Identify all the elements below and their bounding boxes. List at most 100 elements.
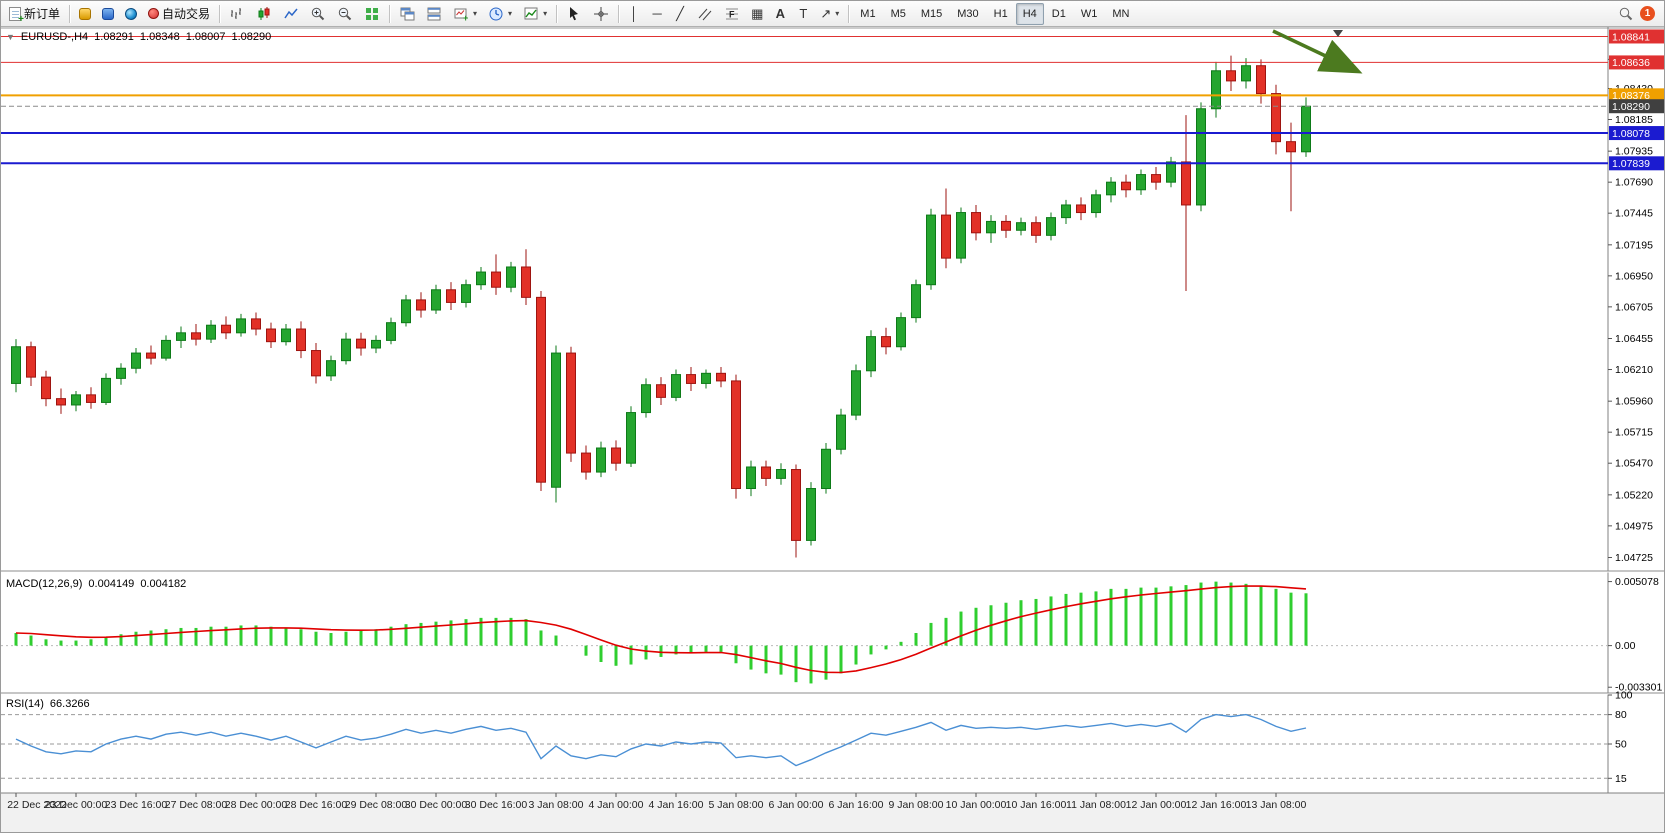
chart-canvas[interactable]: 1.086601.084301.081851.079351.076901.074…: [1, 27, 1665, 833]
chart-collapse-icon[interactable]: ▼: [6, 32, 15, 42]
autotrading-icon: [148, 8, 160, 19]
candle-body: [926, 214, 936, 286]
candle-body: [356, 338, 366, 349]
profiles-button[interactable]: ▾: [483, 3, 517, 25]
macd-signal-line: [15, 585, 1307, 674]
candle-body: [281, 328, 291, 343]
bar-chart-mode-button[interactable]: [224, 3, 250, 25]
candle-body: [761, 466, 771, 479]
timeframe-d1-button[interactable]: D1: [1051, 7, 1066, 20]
horizontal-line-tool-button[interactable]: ─: [646, 3, 668, 25]
price-badge-label: 1.08290: [1612, 101, 1650, 113]
candle-body: [506, 266, 516, 288]
price-axis-label: 1.06455: [1615, 333, 1653, 345]
vertical-line-tool-button[interactable]: │: [623, 3, 645, 25]
candle-body: [566, 352, 576, 454]
trend-arrow[interactable]: [1272, 29, 1363, 74]
tile-windows-button[interactable]: [359, 3, 385, 25]
price-axis-area[interactable]: [1608, 27, 1665, 793]
candle-body: [716, 372, 726, 382]
new-chart-button[interactable]: + ▾: [448, 3, 482, 25]
time-axis-label: 12 Jan 00:00: [1126, 799, 1187, 811]
candlestick-mode-button[interactable]: [251, 3, 277, 25]
web-terminal-button[interactable]: [120, 3, 142, 25]
metaeditor-button[interactable]: [74, 3, 96, 25]
time-axis-label: 29 Dec 08:00: [345, 799, 408, 811]
zoom-out-button[interactable]: [332, 3, 358, 25]
macd-signal-value: 0.004182: [140, 578, 187, 590]
price-badge-label: 1.08636: [1612, 57, 1650, 69]
fibonacci-icon: F: [726, 8, 739, 19]
price-badge: [1609, 156, 1664, 171]
time-axis-label: 30 Dec 16:00: [465, 799, 528, 811]
market-watch-button[interactable]: [97, 3, 119, 25]
notification-badge[interactable]: 1: [1640, 6, 1655, 21]
timeframe-w1-button[interactable]: W1: [1080, 7, 1098, 20]
crosshair-icon: [594, 6, 609, 21]
price-axis-label: 1.07195: [1615, 239, 1653, 251]
rsi-value: 66.3266: [49, 698, 90, 710]
rsi-line: [15, 713, 1307, 767]
cursor-tool-button[interactable]: [561, 3, 587, 25]
candle-body: [1121, 181, 1131, 191]
timeframe-h1-button[interactable]: H1: [993, 7, 1008, 20]
timeframe-m1-button[interactable]: M1: [860, 7, 876, 20]
timeframe-m30-button[interactable]: M30: [957, 7, 979, 20]
trendline-tool-button[interactable]: ╱: [669, 3, 691, 25]
candle-body: [431, 289, 441, 311]
candle-body: [881, 336, 891, 348]
price-badge-label: 1.08376: [1612, 90, 1650, 102]
timeframe-m15-button[interactable]: M15: [920, 7, 943, 20]
price-axis-label: 1.05470: [1615, 458, 1653, 470]
text-tool-button[interactable]: A: [769, 3, 791, 25]
time-axis-label: 30 Dec 00:00: [405, 799, 468, 811]
candle-body: [1061, 204, 1071, 219]
candle-body: [386, 322, 396, 341]
candle-body: [641, 384, 651, 414]
text-tool-icon: A: [775, 6, 786, 21]
tile-horizontal-icon: [427, 7, 441, 20]
new-order-button[interactable]: 新订单: [4, 3, 65, 25]
arrows-tool-button[interactable]: ↗ ▾: [815, 3, 844, 25]
candle-body: [1016, 222, 1026, 231]
candle-body: [1256, 65, 1266, 95]
time-axis-label: 3 Jan 08:00: [529, 799, 584, 811]
cascade-windows-button[interactable]: [394, 3, 420, 25]
price-axis-label: 1.06950: [1615, 270, 1653, 282]
candle-body: [236, 318, 246, 334]
timeframe-mn-button[interactable]: MN: [1112, 7, 1130, 20]
candle-body: [1271, 93, 1281, 143]
zoom-in-button[interactable]: [305, 3, 331, 25]
toolbar-separator: [556, 4, 558, 23]
timeframe-h4-button[interactable]: H4: [1015, 2, 1044, 25]
toolbar-separator: [618, 4, 620, 23]
price-axis-label: 1.04975: [1615, 520, 1653, 532]
candle-body: [26, 346, 36, 378]
label-tool-button[interactable]: T: [792, 3, 814, 25]
line-chart-icon: [284, 8, 298, 18]
shapes-tool-button[interactable]: ▦: [746, 3, 768, 25]
price-badge: [1609, 29, 1664, 44]
cascade-windows-icon: [400, 7, 415, 20]
search-icon: [1619, 7, 1633, 20]
candle-body: [251, 318, 261, 330]
search-button[interactable]: [1613, 3, 1639, 25]
candle-body: [1286, 141, 1296, 153]
autotrading-label: 自动交易: [162, 7, 211, 21]
crosshair-tool-button[interactable]: [588, 3, 614, 25]
indicators-button[interactable]: ▾: [518, 3, 552, 25]
line-chart-mode-button[interactable]: [278, 3, 304, 25]
tile-horizontal-button[interactable]: [421, 3, 447, 25]
timeframe-m5-button[interactable]: M5: [890, 7, 906, 20]
fibonacci-tool-button[interactable]: F: [719, 3, 745, 25]
cursor-icon: [570, 6, 579, 20]
main-plot-area[interactable]: [1, 29, 1608, 567]
autotrading-button[interactable]: 自动交易: [143, 3, 215, 25]
zoom-out-icon: [338, 7, 352, 20]
close-value: 1.08290: [231, 31, 272, 43]
time-axis-label: 12 Jan 16:00: [1186, 799, 1247, 811]
candle-body: [656, 384, 666, 398]
channel-tool-button[interactable]: [692, 3, 718, 25]
shift-marker-icon[interactable]: [1333, 30, 1343, 37]
time-axis-area[interactable]: [1, 793, 1665, 833]
